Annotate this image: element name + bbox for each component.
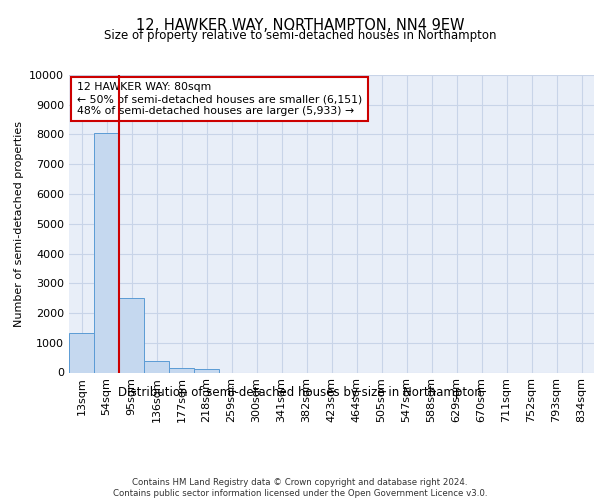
Bar <box>169 368 194 372</box>
Text: Contains HM Land Registry data © Crown copyright and database right 2024.
Contai: Contains HM Land Registry data © Crown c… <box>113 478 487 498</box>
Bar <box>94 133 119 372</box>
Bar <box>119 298 143 372</box>
Text: Size of property relative to semi-detached houses in Northampton: Size of property relative to semi-detach… <box>104 29 496 42</box>
Text: Distribution of semi-detached houses by size in Northampton: Distribution of semi-detached houses by … <box>118 386 482 399</box>
Bar <box>145 361 169 372</box>
Text: 12 HAWKER WAY: 80sqm
← 50% of semi-detached houses are smaller (6,151)
48% of se: 12 HAWKER WAY: 80sqm ← 50% of semi-detac… <box>77 82 362 116</box>
Bar <box>70 333 94 372</box>
Bar <box>194 369 218 372</box>
Y-axis label: Number of semi-detached properties: Number of semi-detached properties <box>14 120 23 327</box>
Text: 12, HAWKER WAY, NORTHAMPTON, NN4 9EW: 12, HAWKER WAY, NORTHAMPTON, NN4 9EW <box>136 18 464 32</box>
